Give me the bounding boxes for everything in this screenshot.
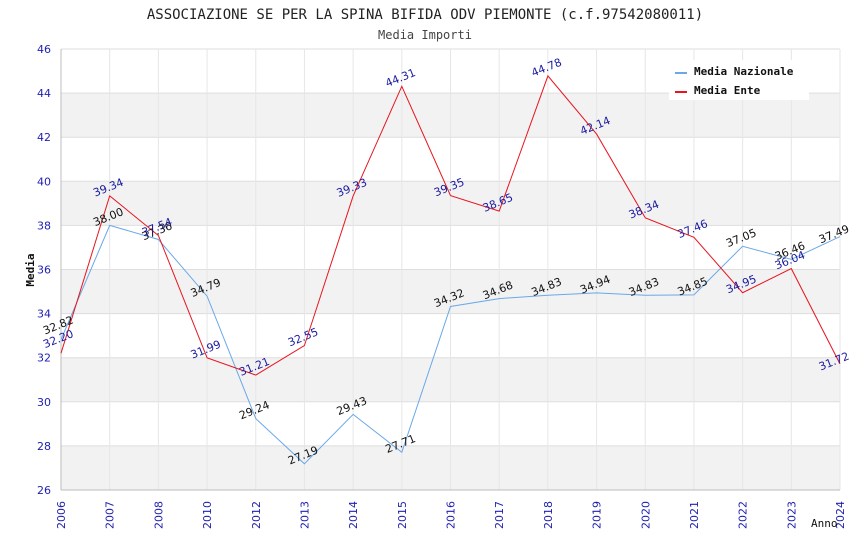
y-tick-label: 38 <box>37 219 51 232</box>
x-tick-labels: 2006 2007 2008 2010 2012 2013 2014 2015 2016 2017… <box>55 501 847 529</box>
x-tick-label: 2006 <box>55 501 68 529</box>
x-tick-label: 2022 <box>737 501 750 529</box>
y-tick-label: 34 <box>37 308 51 321</box>
y-tick-label: 26 <box>37 484 51 497</box>
x-axis-label: Anno <box>811 517 838 530</box>
data-label-media-ente: 44.31 <box>383 66 417 90</box>
x-tick-label: 2014 <box>347 501 360 529</box>
data-label-media-nazionale: 37.05 <box>724 226 758 250</box>
y-tick-label: 44 <box>37 87 51 100</box>
x-tick-label: 2018 <box>542 501 555 529</box>
data-label-media-ente: 32.55 <box>286 325 320 349</box>
y-tick-label: 36 <box>37 264 51 277</box>
x-tick-label: 2023 <box>785 501 798 529</box>
legend-label-media-ente: Media Ente <box>694 84 761 97</box>
data-label-media-ente: 44.78 <box>530 56 564 80</box>
chart-subtitle: Media Importi <box>378 28 472 42</box>
x-tick-label: 2020 <box>639 501 652 529</box>
legend: Media Nazionale Media Ente <box>669 60 809 100</box>
y-tick-labels: 26 28 30 32 34 36 38 40 42 44 46 <box>37 43 51 497</box>
x-tick-label: 2012 <box>250 501 263 529</box>
x-tick-label: 2008 <box>152 501 165 529</box>
y-tick-label: 40 <box>37 175 51 188</box>
y-tick-label: 30 <box>37 396 51 409</box>
y-tick-label: 42 <box>37 131 51 144</box>
x-tick-label: 2017 <box>493 501 506 529</box>
y-axis-label: Media <box>24 253 37 286</box>
x-tick-label: 2010 <box>201 501 214 529</box>
x-tick-label: 2013 <box>298 501 311 529</box>
x-tick-label: 2007 <box>104 501 117 529</box>
y-tick-label: 28 <box>37 440 51 453</box>
x-tick-label: 2021 <box>688 501 701 529</box>
chart-title: ASSOCIAZIONE SE PER LA SPINA BIFIDA ODV … <box>147 7 703 23</box>
legend-label-media-nazionale: Media Nazionale <box>694 65 794 78</box>
y-tick-label: 46 <box>37 43 51 56</box>
data-label-media-nazionale: 37.49 <box>817 222 850 246</box>
x-tick-label: 2016 <box>445 501 458 529</box>
x-tick-label: 2019 <box>591 501 604 529</box>
x-tick-label: 2015 <box>396 501 409 529</box>
y-tick-label: 32 <box>37 352 51 365</box>
